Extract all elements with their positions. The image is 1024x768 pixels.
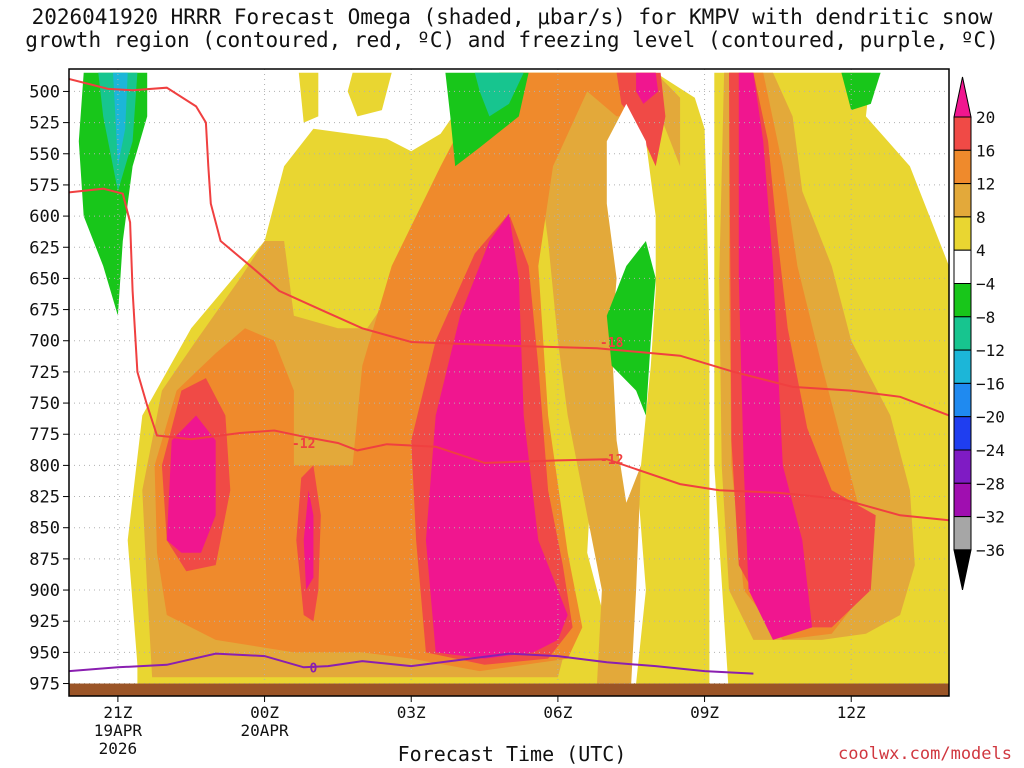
contour-lines: -12 -18 -12 0 [69, 78, 949, 676]
colorbar-bin-5 [953, 283, 972, 318]
contour-label-1: -18 [600, 336, 624, 351]
x-tick-label-1: 00Z [250, 703, 279, 722]
colorbar-bin-6 [953, 316, 972, 351]
omega-region-15 [425, 213, 568, 659]
colorbar-label-6: −8 [976, 308, 995, 327]
omega-region-1 [347, 72, 392, 117]
colorbar-bin-3 [953, 216, 972, 251]
omega-region-25 [113, 72, 128, 167]
colorbar-label-11: −28 [976, 474, 1005, 493]
y-tick-label-2: 550 [29, 145, 60, 165]
colorbar-bin-4 [953, 249, 972, 284]
y-tick-label-5: 625 [29, 238, 60, 258]
colorbar-label-2: 12 [976, 175, 995, 194]
y-tick-label-13: 825 [29, 488, 60, 508]
colorbar-bin-2 [953, 183, 972, 218]
x-tick-label-4: 09Z [690, 703, 719, 722]
y-tick-label-19: 975 [29, 675, 60, 695]
y-tick-label-6: 650 [29, 269, 60, 289]
contour-line-1 [69, 187, 949, 522]
colorbar: 20 16 12 8 4 −4 −8 −12 −16 −20 −24 −28 −32 −36 [953, 76, 1005, 591]
colorbar-label-12: −32 [976, 508, 1005, 527]
omega-region-3 [298, 72, 319, 123]
colorbar-label-10: −24 [976, 441, 1005, 460]
colorbar-bin-10 [953, 449, 972, 484]
contour-label-0: -12 [292, 437, 315, 452]
colorbar-bin-9 [953, 416, 972, 451]
colorbar-label-4: 4 [976, 241, 986, 260]
omega-region-24 [474, 72, 524, 117]
colorbar-bin-8 [953, 382, 972, 418]
omega-region-16 [636, 72, 659, 104]
omega-shading [78, 72, 949, 696]
y-tick-label-7: 675 [29, 301, 60, 321]
title-line-1: 2026041920 HRRR Forecast Omega (shaded, … [31, 5, 993, 29]
chart-title: 2026041920 HRRR Forecast Omega (shaded, … [0, 6, 1024, 52]
x-tick-label-3: 06Z [543, 703, 572, 722]
colorbar-top-arrow [953, 76, 972, 118]
x-tick-sublabel-0-1: 2026 [99, 739, 138, 758]
contour-line-0 [69, 78, 949, 417]
contour-line-2 [69, 652, 754, 675]
colorbar-label-7: −12 [976, 341, 1005, 360]
colorbar-label-9: −20 [976, 408, 1005, 427]
omega-region-13 [166, 415, 216, 553]
y-tick-label-14: 850 [29, 519, 60, 539]
colorbar-bin-11 [953, 482, 972, 518]
y-tick-label-17: 925 [29, 612, 60, 632]
colorbar-bottom-arrow [953, 549, 972, 591]
y-tick-label-1: 525 [29, 114, 60, 134]
axes: 500 525 550 575 600 625 650 675 700 725 750 775 800 8… [29, 82, 866, 758]
y-tick-label-8: 700 [29, 332, 60, 352]
y-tick-label-11: 775 [29, 425, 60, 445]
terrain-layer [69, 683, 949, 696]
plot-frame [68, 68, 950, 697]
ground-fill [69, 683, 949, 696]
colorbar-label-8: −16 [976, 374, 1005, 393]
y-tick-label-12: 800 [29, 456, 60, 476]
x-tick-label-5: 12Z [837, 703, 866, 722]
x-axis-label: Forecast Time (UTC) [397, 742, 627, 766]
title-line-2: growth region (contoured, red, ºC) and f… [25, 28, 999, 52]
omega-region-11 [616, 72, 666, 167]
colorbar-label-13: −36 [976, 541, 1005, 560]
y-tick-label-9: 725 [29, 363, 60, 383]
omega-region-22 [841, 72, 881, 111]
omega-region-17 [738, 72, 813, 640]
colorbar-bin-1 [953, 149, 972, 185]
x-tick-label-0: 21Z [103, 703, 132, 722]
colorbar-bin-0 [953, 116, 972, 151]
credit-text: coolwx.com/models [838, 744, 1012, 764]
contour-label-3: 0 [310, 661, 318, 676]
colorbar-label-5: −4 [976, 275, 995, 294]
colorbar-label-0: 20 [976, 108, 995, 127]
y-tick-label-15: 875 [29, 550, 60, 570]
y-tick-label-10: 750 [29, 394, 60, 414]
x-tick-sublabel-0-0: 19APR [94, 721, 143, 740]
y-tick-label-18: 950 [29, 643, 60, 663]
y-tick-label-16: 900 [29, 581, 60, 601]
colorbar-label-1: 16 [976, 141, 995, 160]
contour-label-2: -12 [600, 453, 623, 468]
y-tick-label-4: 600 [29, 207, 60, 227]
omega-region-14 [303, 490, 314, 590]
x-tick-label-2: 03Z [397, 703, 426, 722]
y-tick-label-0: 500 [29, 82, 60, 102]
y-tick-label-3: 575 [29, 176, 60, 196]
x-tick-sublabel-1-0: 20APR [240, 721, 289, 740]
colorbar-label-3: 8 [976, 208, 986, 227]
colorbar-bin-12 [953, 516, 972, 551]
colorbar-bin-7 [953, 349, 972, 384]
